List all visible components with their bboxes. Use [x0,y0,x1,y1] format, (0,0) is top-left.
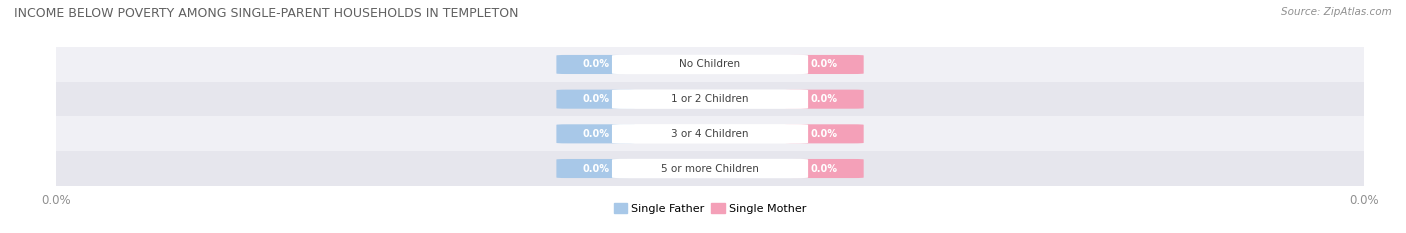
FancyBboxPatch shape [785,55,863,74]
Text: INCOME BELOW POVERTY AMONG SINGLE-PARENT HOUSEHOLDS IN TEMPLETON: INCOME BELOW POVERTY AMONG SINGLE-PARENT… [14,7,519,20]
Bar [56,151,1364,186]
Text: 0.0%: 0.0% [811,164,838,174]
FancyBboxPatch shape [785,90,863,109]
FancyBboxPatch shape [612,89,808,109]
FancyBboxPatch shape [557,90,636,109]
FancyBboxPatch shape [557,124,636,143]
Text: Source: ZipAtlas.com: Source: ZipAtlas.com [1281,7,1392,17]
FancyBboxPatch shape [785,159,863,178]
Text: 0.0%: 0.0% [582,94,609,104]
Legend: Single Father, Single Mother: Single Father, Single Mother [609,199,811,218]
Text: 0.0%: 0.0% [811,94,838,104]
Text: 0.0%: 0.0% [811,129,838,139]
Text: 3 or 4 Children: 3 or 4 Children [671,129,749,139]
Bar [56,116,1364,151]
FancyBboxPatch shape [612,124,808,144]
Bar [56,82,1364,116]
Bar [56,47,1364,82]
Text: 0.0%: 0.0% [582,59,609,69]
FancyBboxPatch shape [612,159,808,178]
Text: 1 or 2 Children: 1 or 2 Children [671,94,749,104]
Text: 0.0%: 0.0% [582,164,609,174]
Text: 0.0%: 0.0% [582,129,609,139]
Text: 0.0%: 0.0% [811,59,838,69]
Text: No Children: No Children [679,59,741,69]
FancyBboxPatch shape [557,159,636,178]
FancyBboxPatch shape [557,55,636,74]
FancyBboxPatch shape [785,124,863,143]
FancyBboxPatch shape [612,55,808,74]
Text: 5 or more Children: 5 or more Children [661,164,759,174]
